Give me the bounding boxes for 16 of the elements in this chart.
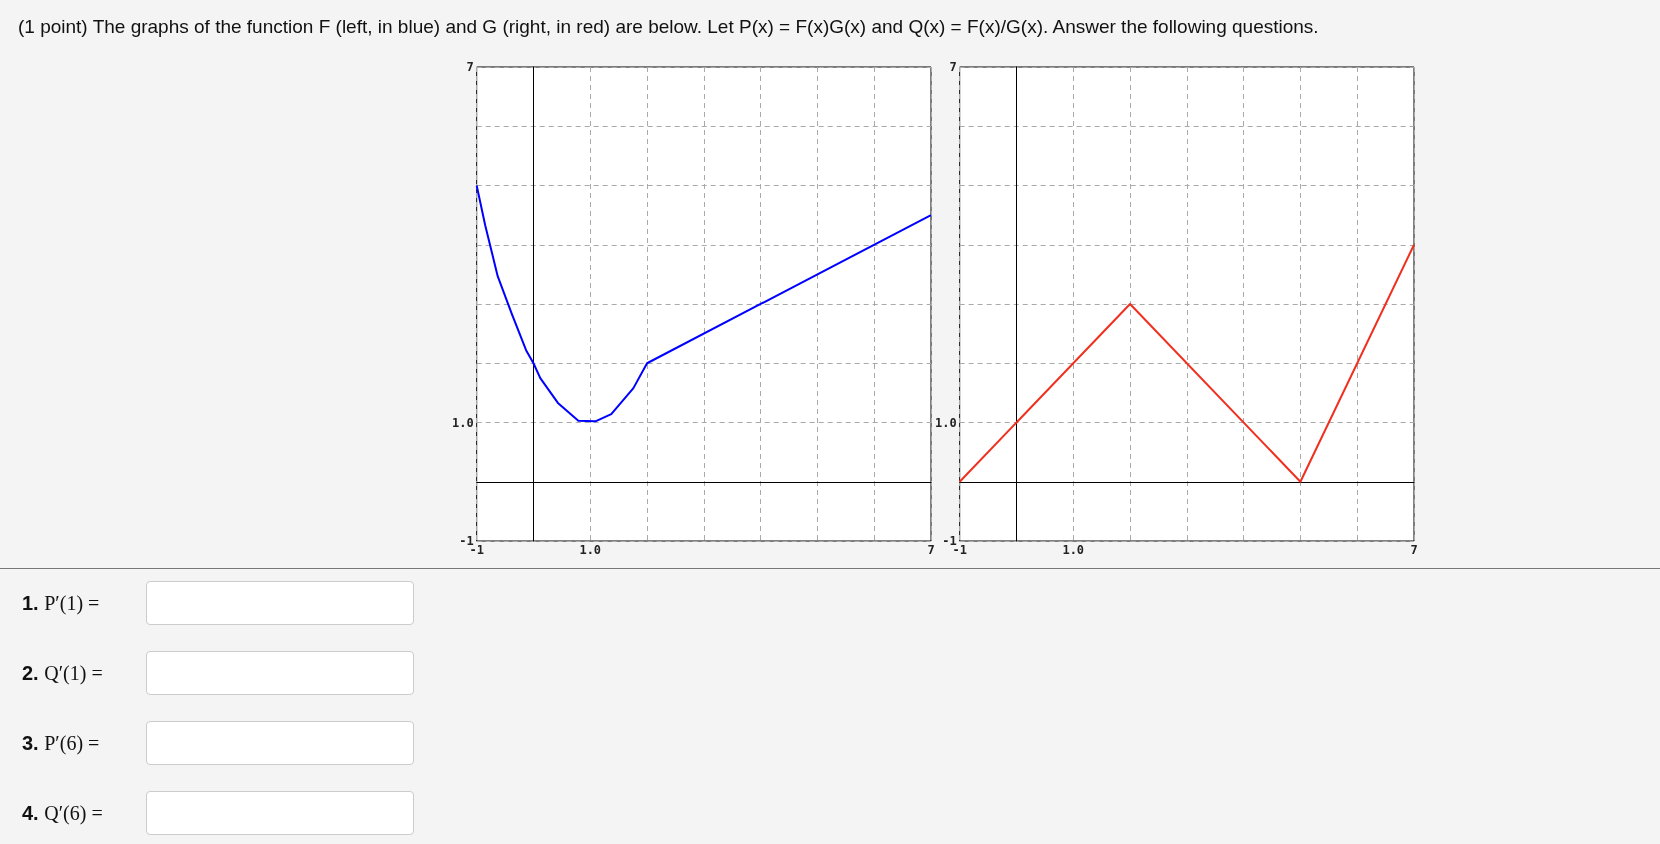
text: 4. Q′(6) = [22,802,103,825]
x-tick-label: 7 [1410,543,1418,557]
y-tick-label: 7 [466,60,474,74]
y-tick-label: -1 [459,534,474,548]
x-tick-label: 1.0 [1062,543,1085,557]
line-series [475,184,932,423]
chart-title: (1 point) The graphs of the function F (left, in blue) and G (right, in red) are below. Let P(x) = F(x)G(x) and Q(x) = F(x)/G(x). Answer the following questions. [18,16,1319,38]
y-tick-label: 1.0 [934,415,957,430]
y-tick-label: 7 [949,60,957,74]
x-tick-label: 1.0 [579,543,602,557]
text: 1. P′(1) = [22,592,100,615]
y-tick-label: 1.0 [451,415,474,430]
y-tick-label: -1 [942,534,957,548]
text: 2. Q′(1) = [22,662,103,685]
x-tick-label: 7 [927,543,935,557]
text: 3. P′(6) = [22,732,100,755]
